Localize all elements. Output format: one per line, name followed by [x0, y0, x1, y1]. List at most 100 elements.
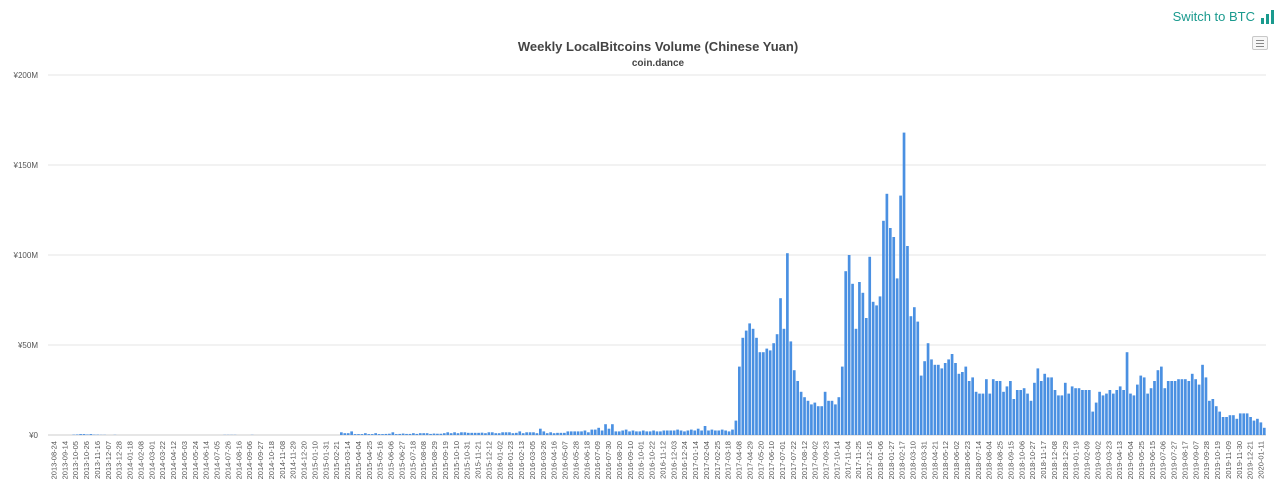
bar: [937, 364, 940, 435]
x-tick-label: 2018-02-17: [898, 441, 907, 479]
bar: [528, 432, 532, 435]
bar: [813, 402, 817, 435]
x-tick-label: 2019-04-13: [1115, 441, 1124, 479]
bar: [504, 432, 508, 435]
bar: [566, 431, 570, 435]
bar: [480, 432, 484, 435]
bar: [655, 431, 659, 435]
bar: [1194, 379, 1198, 435]
bar: [652, 430, 655, 435]
bar: [79, 434, 82, 435]
bar: [738, 366, 741, 435]
bar: [611, 424, 614, 435]
x-tick-label: 2018-12-08: [1050, 441, 1059, 479]
bar: [827, 400, 830, 435]
bar: [532, 432, 535, 435]
switch-to-btc-button[interactable]: Switch to BTC: [1173, 9, 1274, 24]
bar: [1070, 386, 1074, 435]
x-tick-label: 2014-09-06: [245, 441, 254, 479]
bar: [621, 430, 625, 435]
bar: [940, 368, 944, 435]
bar: [1091, 411, 1095, 435]
x-tick-label: 2016-07-30: [604, 441, 613, 479]
x-tick-label: 2019-12-21: [1246, 441, 1255, 479]
x-tick-label: 2019-02-09: [1083, 441, 1092, 479]
bar: [477, 432, 480, 435]
bar: [521, 433, 525, 435]
bar: [1087, 390, 1091, 435]
x-tick-label: 2016-11-12: [658, 441, 667, 479]
bar: [490, 432, 494, 435]
bar: [717, 430, 721, 435]
bar: [1118, 386, 1122, 435]
bar: [412, 433, 415, 435]
bar: [902, 132, 906, 435]
bar: [1050, 377, 1053, 435]
x-tick-label: 2017-04-29: [745, 441, 754, 479]
bar: [998, 381, 1002, 435]
bar: [607, 428, 611, 435]
bar: [1173, 381, 1177, 435]
x-tick-label: 2014-07-05: [213, 441, 222, 479]
bar: [1163, 388, 1167, 435]
bar: [864, 318, 868, 435]
x-tick-label: 2019-03-23: [1104, 441, 1113, 479]
x-tick-label: 2014-07-26: [223, 441, 232, 479]
hamburger-menu-icon[interactable]: [1252, 36, 1268, 50]
bar: [1012, 399, 1016, 435]
bar: [799, 391, 803, 435]
bar: [851, 283, 854, 435]
bar: [707, 430, 710, 435]
x-tick-label: 2017-11-04: [843, 441, 852, 479]
x-tick-label: 2017-08-12: [800, 441, 809, 479]
x-tick-label: 2014-01-18: [126, 441, 135, 479]
bar: [405, 433, 408, 435]
bar: [484, 433, 487, 435]
bar: [731, 429, 734, 435]
x-tick-label: 2015-06-27: [397, 441, 406, 479]
bar: [391, 432, 395, 435]
bar: [473, 432, 477, 435]
x-tick-label: 2015-12-12: [484, 441, 493, 479]
x-tick-label: 2013-09-14: [60, 441, 69, 479]
bar: [1026, 393, 1029, 435]
x-tick-label: 2015-09-19: [441, 441, 450, 479]
bar: [583, 430, 587, 435]
bar: [1132, 395, 1136, 435]
bar: [82, 434, 86, 435]
x-tick-label: 2018-06-23: [963, 441, 972, 479]
bar: [885, 193, 889, 435]
bar: [357, 434, 360, 435]
bar: [1060, 395, 1064, 435]
bar: [806, 400, 810, 435]
x-tick-label: 2019-10-19: [1213, 441, 1222, 479]
bar: [604, 424, 607, 435]
bar: [789, 341, 793, 435]
bar: [381, 434, 384, 435]
bar: [854, 328, 858, 435]
x-tick-label: 2017-12-16: [865, 441, 874, 479]
bar: [511, 433, 515, 435]
bar: [346, 433, 350, 435]
bar: [1204, 377, 1208, 435]
bar: [1232, 415, 1235, 435]
bar: [590, 429, 594, 435]
bar: [415, 433, 419, 435]
x-tick-label: 2013-11-16: [93, 441, 102, 479]
x-tick-label: 2016-03-26: [539, 441, 548, 479]
bar: [888, 228, 892, 435]
x-tick-label: 2017-11-25: [854, 441, 863, 479]
bar: [487, 432, 491, 435]
bar: [525, 432, 528, 435]
bar: [1146, 393, 1149, 435]
chart-subtitle: coin.dance: [632, 58, 685, 69]
bar: [542, 431, 546, 435]
x-tick-label: 2015-03-14: [343, 441, 352, 479]
x-tick-label: 2016-05-07: [561, 441, 570, 479]
x-tick-label: 2019-01-19: [1072, 441, 1081, 479]
bar: [991, 379, 995, 435]
x-tick-label: 2018-10-06: [1017, 441, 1026, 479]
bar: [792, 370, 796, 435]
bar: [868, 256, 872, 435]
bar: [364, 433, 367, 435]
